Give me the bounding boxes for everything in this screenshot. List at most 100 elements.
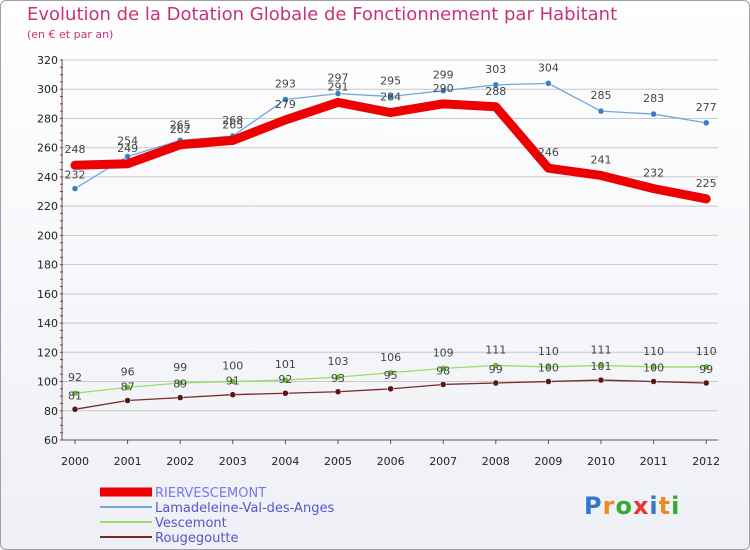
y-tick-260: 260 [37, 142, 58, 155]
label-1-2002: 265 [170, 118, 191, 131]
label-2-2005: 103 [328, 355, 349, 368]
label-2-2012: 110 [696, 345, 717, 358]
point-2-2003 [229, 378, 237, 385]
label-0-2011: 232 [643, 167, 664, 180]
label-2-2001: 96 [121, 365, 135, 378]
x-tick-2011: 2011 [640, 455, 668, 468]
point-2-2006 [387, 369, 394, 377]
point-2-2009 [545, 363, 552, 371]
label-0-2003: 265 [222, 118, 243, 131]
point-1-2010 [597, 107, 605, 115]
point-2-2004 [282, 376, 289, 384]
label-1-2005: 297 [328, 72, 349, 85]
y-tick-120: 120 [37, 346, 58, 359]
y-tick-220: 220 [37, 200, 58, 213]
label-0-2004: 279 [275, 98, 296, 111]
x-tick-2010: 2010 [587, 455, 615, 468]
label-1-2001: 254 [117, 134, 138, 147]
point-3-2002 [176, 394, 184, 401]
label-2-2002: 99 [173, 361, 187, 374]
y-tick-140: 140 [37, 317, 58, 330]
point-2-2000 [71, 389, 79, 397]
point-3-2010 [597, 376, 605, 384]
point-2-2002 [176, 379, 184, 387]
point-2-2005 [334, 373, 342, 381]
point-1-2011 [650, 110, 657, 118]
label-3-2009: 100 [538, 362, 559, 375]
point-1-2007 [439, 87, 447, 94]
y-tick-100: 100 [37, 376, 58, 389]
axes: 60 80 100 120 140 160 180 200 220 240 260 280 300 320… [37, 54, 720, 468]
point-3-2006 [387, 385, 394, 393]
point-2-2008 [492, 362, 500, 369]
series-line-0 [70, 97, 711, 204]
label-3-2008: 99 [489, 363, 503, 376]
point-3-2007 [439, 381, 447, 388]
label-2-2009: 110 [538, 345, 559, 358]
chart-subtitle: (en € et par an) [27, 28, 114, 41]
point-3-2004 [282, 389, 289, 397]
proxiti-logo: Proxiti [584, 492, 680, 520]
point-3-2000 [71, 406, 79, 413]
label-3-2001: 87 [121, 381, 135, 394]
label-0-2005: 291 [328, 80, 349, 93]
label-1-2000: 232 [65, 169, 86, 182]
label-0-2010: 241 [591, 153, 612, 166]
label-2-2007: 109 [433, 346, 454, 359]
logo-letter: P [584, 492, 603, 520]
label-2-2004: 101 [275, 358, 296, 371]
label-1-2004: 293 [275, 77, 296, 90]
label-2-2006: 106 [380, 351, 401, 364]
point-2-2001 [124, 384, 131, 391]
point-3-2011 [650, 378, 657, 385]
label-2-2011: 110 [643, 345, 664, 358]
label-3-2011: 100 [643, 362, 664, 375]
label-1-2007: 299 [433, 69, 454, 82]
label-3-2007: 98 [436, 364, 450, 377]
legend-label-3: Rougegoutte [155, 531, 239, 546]
point-1-2008 [492, 81, 500, 89]
label-0-2002: 262 [170, 123, 191, 136]
point-2-2007 [439, 365, 447, 372]
series-lines [70, 80, 711, 413]
point-1-2012 [702, 119, 710, 127]
y-tick-80: 80 [44, 405, 58, 418]
logo-letter: o [615, 492, 633, 520]
x-tick-2007: 2007 [429, 455, 457, 468]
chart-title: Evolution de la Dotation Globale de Fonc… [27, 4, 618, 25]
label-2-2008: 111 [485, 343, 506, 356]
label-3-2000: 81 [68, 389, 82, 402]
logo-letter: t [658, 492, 672, 520]
legend-label-0: RIERVESCEMONT [155, 486, 266, 501]
logo-letter: r [602, 492, 616, 520]
point-3-2009 [545, 378, 552, 385]
point-1-2009 [545, 80, 552, 87]
point-1-2004 [282, 96, 289, 103]
point-2-2011 [650, 363, 657, 371]
legend-label-1: Lamadeleine-Val-des-Anges [155, 501, 334, 516]
point-2-2010 [597, 362, 605, 369]
label-1-2009: 304 [538, 61, 559, 74]
label-0-2006: 284 [380, 91, 401, 104]
label-0-2008: 288 [485, 85, 506, 98]
label-3-2002: 89 [173, 378, 187, 391]
label-3-2006: 95 [384, 369, 398, 382]
label-1-2006: 295 [380, 75, 401, 88]
x-tick-2000: 2000 [61, 455, 89, 468]
label-2-2010: 111 [591, 343, 612, 356]
label-3-2005: 93 [331, 372, 345, 385]
label-1-2010: 285 [591, 89, 612, 102]
label-2-2003: 100 [222, 360, 243, 373]
y-tick-160: 160 [37, 288, 58, 301]
point-2-2012 [702, 363, 710, 371]
x-tick-2001: 2001 [114, 455, 142, 468]
x-tick-2012: 2012 [692, 455, 720, 468]
point-3-2005 [334, 388, 342, 396]
label-0-2007: 290 [433, 82, 454, 95]
label-3-2003: 91 [226, 375, 240, 388]
x-tick-2009: 2009 [534, 455, 562, 468]
y-tick-280: 280 [37, 112, 58, 125]
point-1-2000 [71, 185, 79, 192]
